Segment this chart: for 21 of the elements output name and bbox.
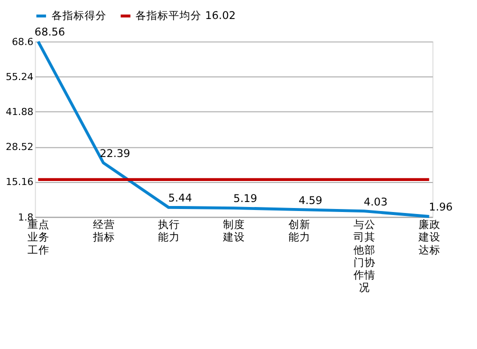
- data-label: 5.19: [233, 192, 258, 206]
- legend-label: 各指标平均分 16.02: [136, 8, 236, 22]
- y-tick-label: 55.24: [6, 72, 34, 83]
- data-label: 68.56: [34, 26, 66, 39]
- data-label: 22.39: [100, 147, 130, 160]
- y-tick-label: 15.16: [6, 177, 34, 188]
- line-series: [36, 40, 431, 218]
- x-tick-label: 与公司其他部门协作情况: [352, 218, 376, 294]
- data-label: 4.03: [364, 195, 388, 208]
- data-label: 1.96: [428, 200, 453, 214]
- y-tick-label: 28.52: [6, 142, 34, 154]
- data-label: 5.44: [168, 192, 192, 205]
- x-tick-label: 经营指标: [92, 218, 115, 244]
- x-tick-label: 制度建设: [222, 218, 246, 244]
- data-label: 4.59: [298, 194, 323, 207]
- x-tick-label: 创新能力: [288, 218, 310, 244]
- y-tick-label: 68.6: [12, 36, 34, 48]
- x-tick-label: 执行能力: [158, 218, 180, 244]
- x-tick-label: 廉政建设达标: [418, 218, 441, 256]
- legend-label: 各指标得分: [51, 8, 106, 22]
- y-tick-label: 41.88: [6, 107, 34, 118]
